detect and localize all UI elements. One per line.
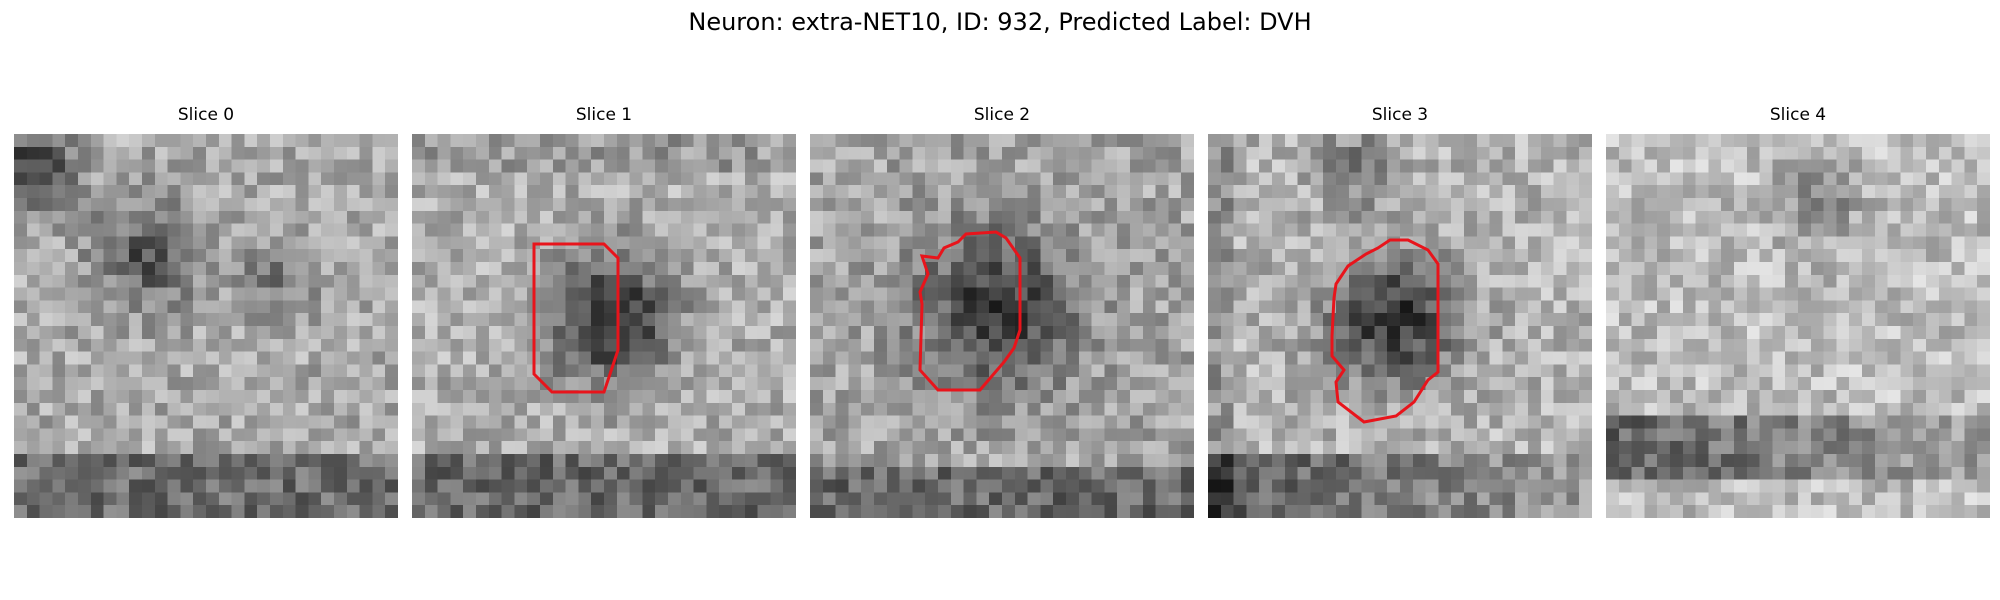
slice-image xyxy=(810,134,1194,518)
roi-outline xyxy=(1330,238,1440,424)
slice-image xyxy=(1606,134,1990,518)
roi-outline xyxy=(532,242,620,394)
figure-title: Neuron: extra-NET10, ID: 932, Predicted … xyxy=(688,8,1312,36)
slice-panel-0: Slice 0 xyxy=(14,105,398,518)
roi-outline xyxy=(918,230,1022,392)
slice-panel-1: Slice 1 xyxy=(412,105,796,518)
slice-panel-2: Slice 2 xyxy=(810,105,1194,518)
slice-image xyxy=(1208,134,1592,518)
slice-title: Slice 3 xyxy=(1371,105,1429,125)
slice-panel-3: Slice 3 xyxy=(1208,105,1592,518)
slice-title: Slice 1 xyxy=(575,105,633,125)
slice-title: Slice 2 xyxy=(973,105,1031,125)
slice-image xyxy=(412,134,796,518)
slice-image xyxy=(14,134,398,518)
slice-title: Slice 4 xyxy=(1769,105,1827,125)
slice-title: Slice 0 xyxy=(177,105,235,125)
slice-panel-4: Slice 4 xyxy=(1606,105,1990,518)
